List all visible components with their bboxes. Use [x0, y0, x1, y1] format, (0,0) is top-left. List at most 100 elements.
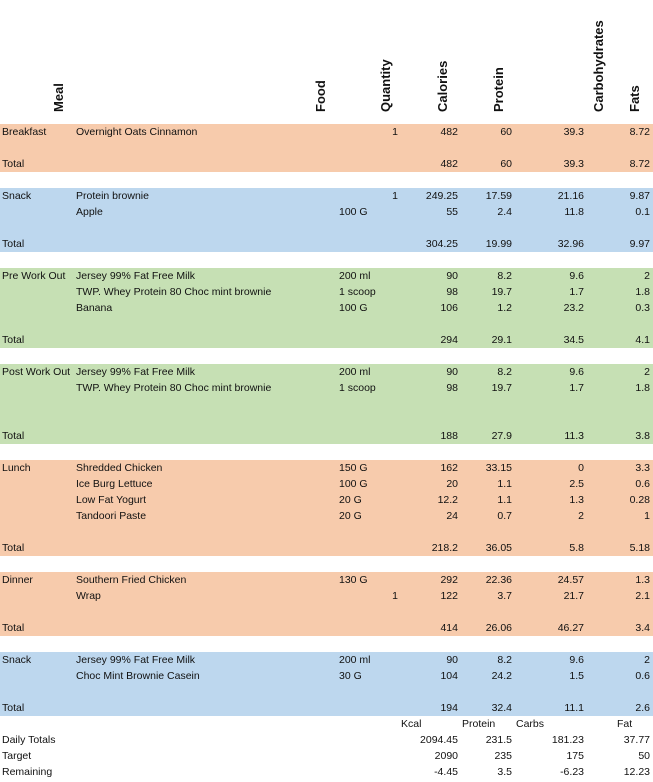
- table-row: Choc Mint Brownie Casein 30 G 104 24.2 1.5 0.…: [0, 668, 653, 684]
- fats-cell: 2.1: [635, 590, 650, 602]
- summary-table: Kcal Protein Carbs Fat Daily Totals 2094…: [0, 716, 653, 780]
- food-cell: Wrap: [76, 590, 101, 602]
- meal-header: Meal: [51, 83, 66, 112]
- food-cell: Protein brownie: [76, 190, 149, 202]
- total-row: Total 482 60 39.3 8.72: [0, 156, 653, 172]
- protein-cell: 1.2: [497, 302, 512, 314]
- protein-cell: 33.15: [485, 462, 512, 474]
- carbohydrates-header-cell: Carbohydrates: [591, 0, 612, 112]
- fats-cell: 1.8: [635, 382, 650, 394]
- carbohydrates-cell: 5.8: [569, 542, 584, 554]
- daily-totals-label: Daily Totals: [2, 734, 56, 746]
- calories-header: Calories: [435, 60, 450, 112]
- calories-cell: 194: [440, 702, 458, 714]
- food-cell: TWP. Whey Protein 80 Choc mint brownie: [76, 382, 272, 394]
- carbohydrates-cell: 11.8: [564, 206, 584, 218]
- fats-header: Fats: [627, 85, 642, 112]
- protein-header: Protein: [491, 67, 506, 112]
- quantity-header: Quantity: [378, 59, 393, 112]
- fats-cell: 9.97: [629, 238, 650, 250]
- protein-cell: 8.2: [497, 654, 512, 666]
- table-row: Pre Work Out Jersey 99% Fat Free Milk 200 …: [0, 268, 653, 284]
- total-row: Total 304.25 19.99 32.96 9.97: [0, 236, 653, 252]
- quantity-unit-cell: 1 scoop: [339, 382, 376, 394]
- protein-cell: 8.2: [497, 270, 512, 282]
- remaining-carbs: -6.23: [560, 766, 584, 778]
- calories-cell: 482: [440, 126, 458, 138]
- carbohydrates-cell: 11.3: [564, 430, 584, 442]
- fats-cell: 3.3: [635, 462, 650, 474]
- meal-cell: Total: [2, 542, 25, 554]
- quantity-unit-cell: 200 ml: [339, 654, 371, 666]
- target-carbs: 175: [566, 750, 584, 762]
- protein-cell: 2.4: [497, 206, 512, 218]
- target-kcal: 2090: [434, 750, 458, 762]
- total-row: Total 414 26.06 46.27 3.4: [0, 620, 653, 636]
- protein-cell: 32.4: [491, 702, 512, 714]
- carbohydrates-cell: 9.6: [569, 654, 584, 666]
- calories-cell: 55: [446, 206, 458, 218]
- target-row: Target 2090 235 175 50: [0, 748, 653, 764]
- table-row: Apple 100 G 55 2.4 11.8 0.1: [0, 204, 653, 220]
- carbohydrates-cell: 11.1: [564, 702, 584, 714]
- fats-cell: 5.18: [629, 542, 650, 554]
- protein-cell: 19.99: [485, 238, 512, 250]
- target-label: Target: [2, 750, 32, 762]
- fats-cell: 1.8: [635, 286, 650, 298]
- fats-cell: 0.6: [635, 478, 650, 490]
- quantity-unit-cell: 100 G: [339, 302, 368, 314]
- food-cell: Jersey 99% Fat Free Milk: [76, 654, 196, 666]
- carbohydrates-cell: 1.7: [569, 286, 584, 298]
- meal-cell: Total: [2, 238, 25, 250]
- table-row: Dinner Southern Fried Chicken 130 G 292 22.3…: [0, 572, 653, 588]
- quantity-unit-cell: 100 G: [339, 478, 368, 490]
- protein-cell: 0.7: [497, 510, 512, 522]
- meal-cell: Dinner: [2, 574, 33, 586]
- food-header: Food: [313, 80, 328, 112]
- quantity-count-cell: 1: [392, 190, 398, 202]
- quantity-count-cell: 1: [392, 590, 398, 602]
- protein-cell: 24.2: [491, 670, 512, 682]
- quantity-unit-cell: 20 G: [339, 510, 362, 522]
- carbohydrates-cell: 2: [578, 510, 584, 522]
- table-row: Banana 100 G 106 1.2 23.2 0.3: [0, 300, 653, 316]
- remaining-kcal: -4.45: [434, 766, 458, 778]
- carbohydrates-cell: 46.27: [557, 622, 584, 634]
- fats-cell: 2.6: [635, 702, 650, 714]
- meal-cell: Total: [2, 622, 25, 634]
- fats-cell: 2: [644, 270, 650, 282]
- table-row: Tandoori Paste 20 G 24 0.7 2 1: [0, 508, 653, 524]
- table-row: [0, 396, 653, 412]
- table-row: [0, 684, 653, 700]
- protein-cell: 17.59: [485, 190, 512, 202]
- food-cell: TWP. Whey Protein 80 Choc mint brownie: [76, 286, 272, 298]
- meal-cell: Snack: [2, 190, 32, 202]
- summary-label-row: Kcal Protein Carbs Fat: [0, 716, 653, 732]
- carbohydrates-cell: 39.3: [563, 126, 584, 138]
- protein-cell: 36.05: [485, 542, 512, 554]
- protein-cell: 29.1: [491, 334, 512, 346]
- quantity-header-cell: Quantity: [378, 0, 399, 112]
- carbohydrates-cell: 2.5: [569, 478, 584, 490]
- calories-cell: 482: [440, 158, 458, 170]
- carbohydrates-cell: 9.6: [569, 270, 584, 282]
- total-row: Total 218.2 36.05 5.8 5.18: [0, 540, 653, 556]
- calories-cell: 90: [446, 366, 458, 378]
- meal-header-cell: Meal: [51, 0, 72, 112]
- carbohydrates-cell: 24.57: [557, 574, 584, 586]
- meal-table: Breakfast Overnight Oats Cinnamon 1 482 60 39…: [0, 124, 653, 716]
- fats-cell: 0.28: [629, 494, 650, 506]
- fats-header-cell: Fats: [627, 0, 648, 112]
- quantity-unit-cell: 100 G: [339, 206, 368, 218]
- kcal-label: Kcal: [401, 718, 422, 730]
- protein-cell: 26.06: [485, 622, 512, 634]
- spacer-row: [0, 252, 653, 268]
- calories-cell: 414: [440, 622, 458, 634]
- table-row: [0, 412, 653, 428]
- protein-cell: 1.1: [497, 494, 512, 506]
- table-row: Snack Protein brownie 1 249.25 17.59 21.16 9.8…: [0, 188, 653, 204]
- carbohydrates-cell: 34.5: [563, 334, 584, 346]
- carbohydrates-cell: 9.6: [569, 366, 584, 378]
- daily-totals-carbs: 181.23: [551, 734, 584, 746]
- meal-cell: Total: [2, 702, 25, 714]
